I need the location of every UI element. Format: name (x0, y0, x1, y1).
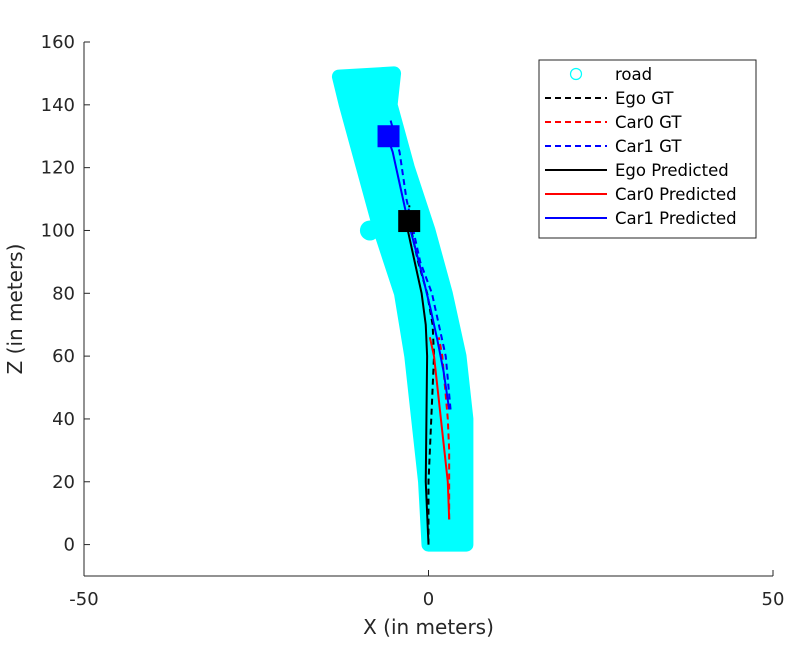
series-line-ego-predicted (404, 220, 430, 545)
legend-label: Car0 Predicted (615, 185, 737, 204)
series-line-car0-predicted (428, 337, 451, 520)
x-tick-label: 0 (423, 589, 434, 610)
y-tick-label: 100 (41, 220, 75, 241)
legend-label: road (615, 65, 652, 84)
series-line-car1-predicted (386, 135, 451, 410)
legend-label: Ego Predicted (615, 161, 729, 180)
road-bump (359, 220, 380, 241)
y-tick-label: 40 (52, 409, 75, 430)
x-tick-label: 50 (762, 589, 785, 610)
y-tick-label: 60 (52, 346, 75, 367)
road-area (331, 66, 474, 552)
y-tick-label: 0 (64, 535, 75, 556)
series-line-ego-gt (408, 205, 436, 545)
legend-road-marker (569, 67, 583, 81)
y-tick-label: 20 (52, 472, 75, 493)
x-axis-label: X (in meters) (363, 615, 494, 639)
ego-position-marker (398, 210, 421, 233)
road-region (331, 66, 474, 552)
y-tick-label: 120 (41, 158, 75, 179)
legend-label: Car1 Predicted (615, 209, 737, 228)
legend-box (538, 59, 757, 239)
y-tick-label: 80 (52, 283, 75, 304)
legend-label: Ego GT (615, 89, 674, 108)
legend: road Ego GT Car0 GT Car1 GT Ego Predicted Car… (538, 59, 757, 239)
legend-label: Car1 GT (615, 137, 682, 156)
y-axis-label: Z (in meters) (3, 244, 27, 375)
car1-position-marker (377, 125, 400, 148)
y-tick-label: 160 (41, 32, 75, 53)
y-tick-label: 140 (41, 95, 75, 116)
series-line-car0-gt (437, 337, 451, 520)
legend-label: Car0 GT (615, 113, 682, 132)
x-tick-label: -50 (69, 589, 98, 610)
series-lines (386, 120, 452, 545)
series-line-car1-gt (389, 120, 452, 410)
tick-marks: -50 0 50 0 20 40 60 80 100 120 140 160 (41, 32, 785, 610)
position-markers (377, 125, 421, 233)
